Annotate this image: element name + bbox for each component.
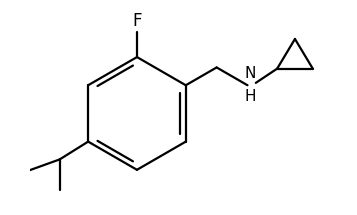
Text: F: F <box>132 12 142 30</box>
Text: H: H <box>244 89 256 104</box>
Text: N: N <box>244 66 256 81</box>
